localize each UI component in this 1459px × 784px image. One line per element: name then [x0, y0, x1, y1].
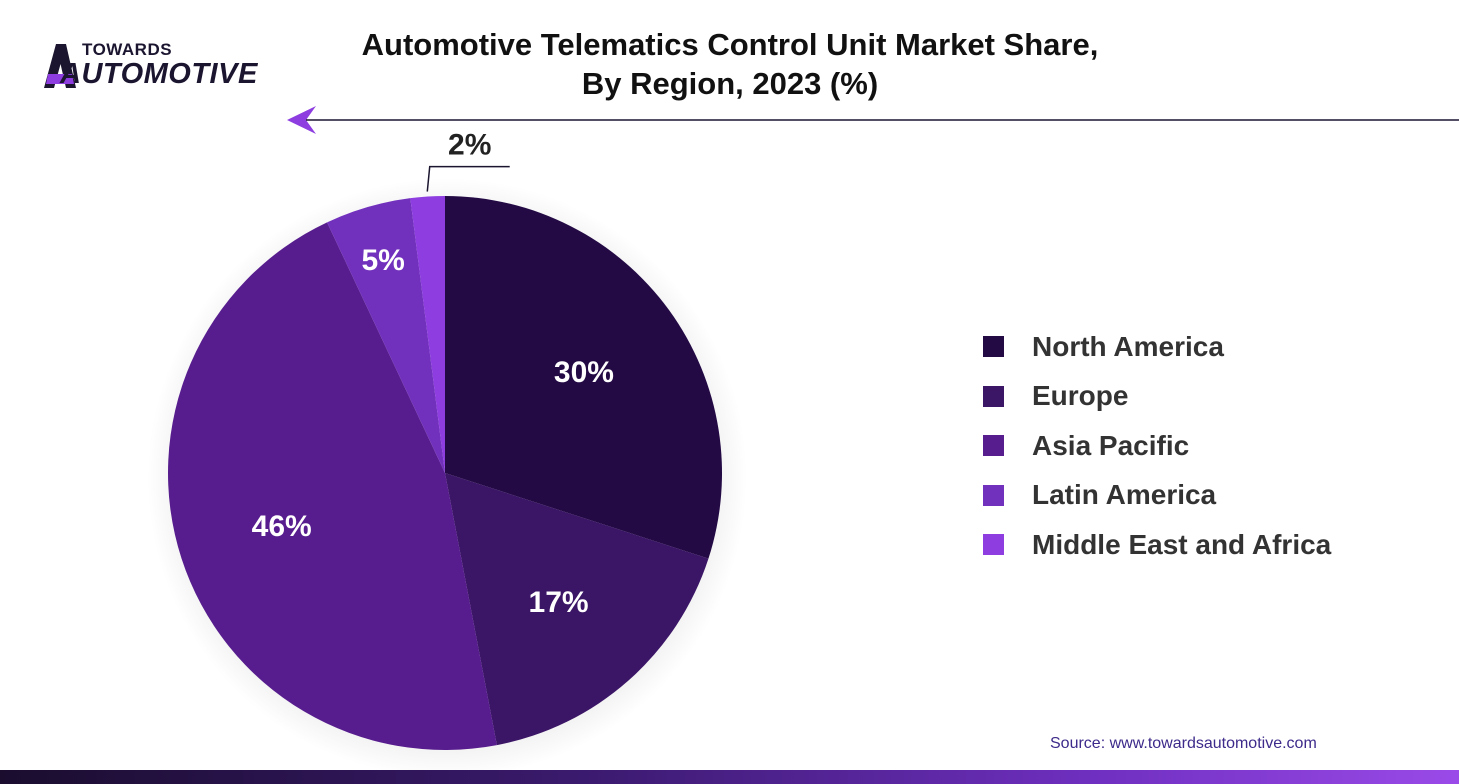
footer-bar [0, 770, 1459, 784]
brand-line1: TOWARDS [82, 40, 173, 59]
chart-legend: North America Europe Asia Pacific Latin Ame… [983, 322, 1331, 570]
title-divider [287, 106, 1459, 134]
chart-title: Automotive Telematics Control Unit Marke… [330, 25, 1130, 103]
towards-automotive-logo-mark [44, 44, 76, 88]
legend-label: Latin America [1032, 479, 1217, 511]
legend-swatch [983, 435, 1004, 457]
pie-slice-asia-pacific [168, 222, 497, 750]
data-label-middle-east-and-africa: 2% [448, 129, 491, 162]
brand-logo: TOWARDS AUTOMOTIVE [30, 38, 290, 98]
legend-swatch [983, 385, 1004, 407]
legend-swatch [983, 484, 1004, 506]
data-label-latin-america: 5% [361, 244, 404, 277]
source-note: Source: www.towardsautomotive.com [1050, 735, 1317, 752]
pie-slice-latin-america [327, 198, 445, 473]
legend-item: North America [983, 322, 1331, 372]
pie-slice-middle-east-and-africa [410, 196, 445, 473]
legend-item: Latin America [983, 471, 1331, 521]
data-label-asia-pacific: 46% [252, 510, 312, 543]
arrow-left-icon [287, 106, 316, 134]
data-label-europe: 17% [529, 586, 589, 619]
pie-slice-europe [445, 473, 709, 746]
legend-item: Europe [983, 372, 1331, 422]
legend-label: Middle East and Africa [1032, 528, 1332, 560]
legend-swatch [983, 534, 1004, 556]
chart-title-line2: By Region, 2023 (%) [581, 66, 879, 101]
brand-line2: AUTOMOTIVE [60, 58, 258, 90]
leader-line-middle-east-and-africa [426, 165, 510, 192]
legend-label: Asia Pacific [1032, 429, 1190, 461]
pie-slice-north-america [445, 196, 722, 559]
chart-title-line1: Automotive Telematics Control Unit Marke… [361, 27, 1099, 62]
legend-item: Asia Pacific [983, 421, 1331, 471]
data-label-north-america: 30% [554, 356, 614, 389]
legend-label: North America [1032, 330, 1224, 362]
legend-label: Europe [1032, 380, 1129, 412]
legend-item: Middle East and Africa [983, 520, 1331, 570]
legend-swatch [983, 336, 1004, 358]
